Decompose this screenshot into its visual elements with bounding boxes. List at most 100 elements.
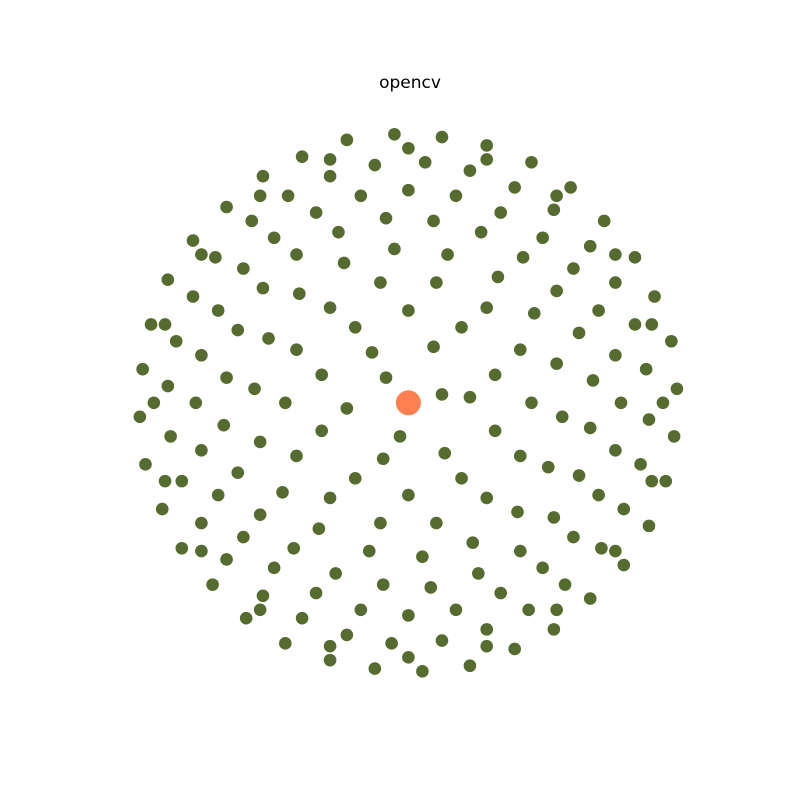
node xyxy=(379,371,393,384)
node xyxy=(525,396,538,410)
node xyxy=(362,544,376,558)
node xyxy=(376,578,390,591)
node xyxy=(614,396,628,410)
node xyxy=(315,424,328,438)
node xyxy=(237,262,250,275)
node xyxy=(323,153,337,166)
node xyxy=(488,424,502,438)
node xyxy=(220,371,233,384)
node xyxy=(281,189,295,203)
node xyxy=(290,343,303,356)
node xyxy=(648,290,661,303)
node xyxy=(536,561,549,575)
node xyxy=(309,206,323,219)
node xyxy=(323,301,337,314)
node xyxy=(427,214,440,228)
node xyxy=(402,141,415,155)
node xyxy=(402,183,415,197)
node xyxy=(597,214,611,228)
node xyxy=(670,382,684,396)
node xyxy=(480,139,494,152)
node xyxy=(237,530,250,544)
node xyxy=(337,256,351,270)
node xyxy=(323,639,337,653)
node xyxy=(418,155,432,169)
node xyxy=(455,320,468,334)
node xyxy=(248,382,261,396)
node xyxy=(402,304,415,317)
node xyxy=(220,200,233,214)
node xyxy=(211,304,225,317)
node xyxy=(186,290,200,303)
node xyxy=(256,589,270,603)
node xyxy=(550,603,563,617)
node xyxy=(253,508,267,521)
node xyxy=(245,214,259,228)
node xyxy=(639,362,653,376)
node xyxy=(659,474,673,488)
node xyxy=(340,402,354,415)
node xyxy=(449,189,463,203)
node xyxy=(231,466,245,480)
node xyxy=(567,262,580,275)
node xyxy=(309,586,323,600)
node xyxy=(642,413,656,426)
node xyxy=(642,519,656,533)
node xyxy=(583,239,597,253)
node xyxy=(323,169,337,183)
node xyxy=(136,362,149,376)
node xyxy=(290,449,303,463)
node xyxy=(220,553,233,566)
node xyxy=(494,206,507,219)
node xyxy=(323,653,337,667)
node xyxy=(550,284,563,298)
node xyxy=(195,348,208,362)
node xyxy=(628,318,642,331)
node xyxy=(491,270,505,284)
chart-title: opencv xyxy=(379,73,441,93)
node xyxy=(217,418,231,432)
node xyxy=(463,659,477,673)
node xyxy=(279,637,292,650)
node xyxy=(195,248,208,261)
node xyxy=(609,248,622,261)
node xyxy=(480,491,494,505)
node xyxy=(158,474,172,488)
node xyxy=(253,189,267,203)
node xyxy=(455,472,468,485)
node xyxy=(376,452,390,466)
node xyxy=(527,306,541,320)
node xyxy=(595,541,608,555)
node xyxy=(474,225,488,239)
node xyxy=(161,379,175,393)
node xyxy=(402,651,415,664)
node xyxy=(365,346,379,359)
node xyxy=(665,334,678,348)
node xyxy=(312,522,326,535)
node xyxy=(656,396,670,410)
node xyxy=(374,516,387,530)
node xyxy=(435,130,449,144)
node xyxy=(488,368,502,382)
node xyxy=(466,536,480,549)
node xyxy=(516,251,530,264)
node xyxy=(572,469,586,482)
node xyxy=(480,301,494,314)
node xyxy=(209,251,222,264)
node xyxy=(508,181,521,194)
node xyxy=(253,435,267,449)
node xyxy=(609,276,622,289)
node xyxy=(424,581,438,594)
node xyxy=(164,430,177,443)
node xyxy=(634,458,647,471)
node xyxy=(348,472,362,485)
node xyxy=(354,603,368,617)
node xyxy=(525,155,538,169)
node xyxy=(279,396,292,410)
node xyxy=(513,343,527,356)
node xyxy=(513,449,527,463)
node xyxy=(211,488,225,502)
node xyxy=(329,567,342,580)
